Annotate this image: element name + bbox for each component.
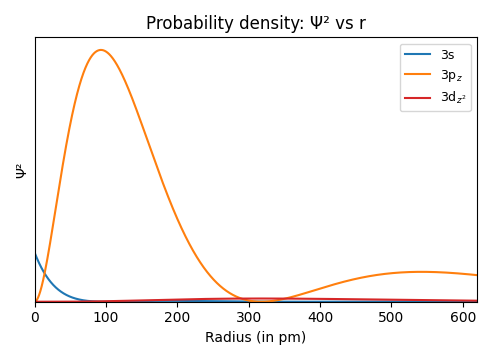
3p$_z$ xyxy=(297,292,303,297)
Legend: 3s, 3p$_z$, 3d$_{z^2}$: 3s, 3p$_z$, 3d$_{z^2}$ xyxy=(400,44,471,111)
X-axis label: Radius (in pm): Radius (in pm) xyxy=(205,331,307,345)
3s xyxy=(112,300,118,304)
3p$_z$ xyxy=(474,273,480,277)
3p$_z$ xyxy=(362,275,368,279)
3d$_{z^2}$ xyxy=(201,297,207,301)
3s xyxy=(297,300,303,304)
3s xyxy=(395,300,401,304)
Line: 3d$_{z^2}$: 3d$_{z^2}$ xyxy=(35,298,477,302)
3s xyxy=(362,300,368,304)
3s xyxy=(32,250,37,255)
3d$_{z^2}$ xyxy=(362,297,368,302)
Line: 3p$_z$: 3p$_z$ xyxy=(35,50,477,302)
3p$_z$ xyxy=(112,59,118,64)
3s xyxy=(201,299,207,303)
Line: 3s: 3s xyxy=(35,252,477,302)
3s xyxy=(300,300,306,304)
3d$_{z^2}$ xyxy=(395,298,401,302)
3d$_{z^2}$ xyxy=(258,296,264,301)
3s xyxy=(319,300,325,304)
3d$_{z^2}$ xyxy=(32,300,37,304)
3p$_z$ xyxy=(201,265,207,270)
3d$_{z^2}$ xyxy=(319,297,325,301)
3s xyxy=(474,299,480,303)
Title: Probability density: Ψ² vs r: Probability density: Ψ² vs r xyxy=(146,15,366,33)
3d$_{z^2}$ xyxy=(474,298,480,303)
3p$_z$ xyxy=(98,48,104,52)
3p$_z$ xyxy=(319,285,325,290)
3d$_{z^2}$ xyxy=(297,297,303,301)
3p$_z$ xyxy=(258,300,264,304)
3p$_z$ xyxy=(32,300,37,304)
Y-axis label: Ψ²: Ψ² xyxy=(15,161,29,178)
3d$_{z^2}$ xyxy=(112,299,118,303)
3p$_z$ xyxy=(396,270,402,275)
